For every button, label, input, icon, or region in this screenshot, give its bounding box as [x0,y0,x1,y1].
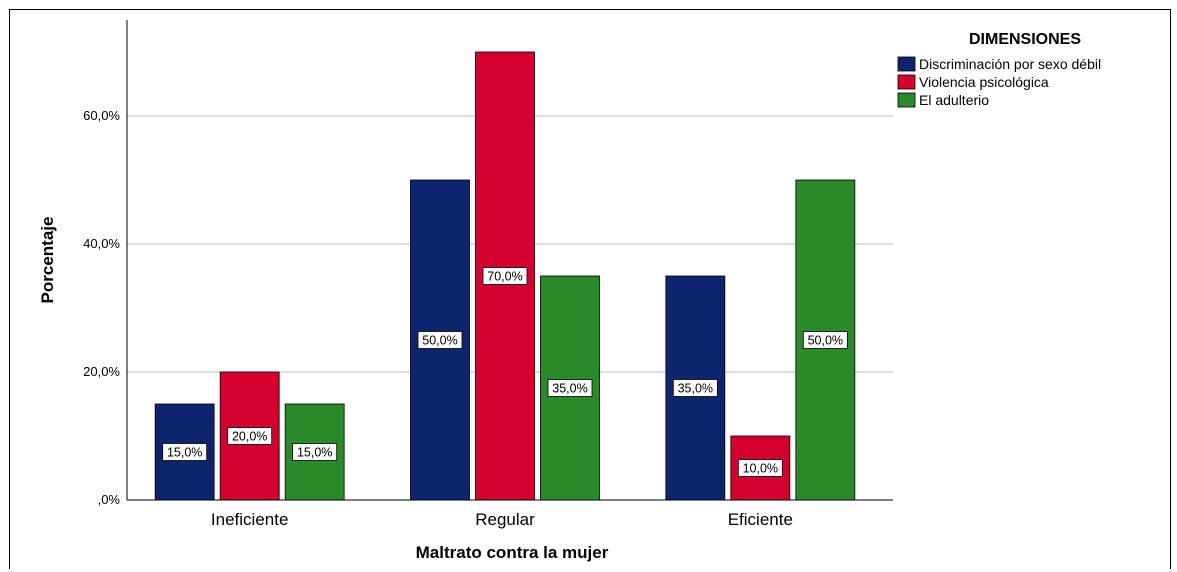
data-label: 50,0% [417,331,463,349]
data-label-text: 10,0% [743,462,778,476]
data-label-box [417,331,463,349]
x-tick-label: Eficiente [728,510,793,529]
x-tick-label: Regular [475,510,535,529]
legend-label: Violencia psicológica [919,74,1049,90]
data-labels: 15,0% 20,0% 15,0% 50,0% 70,0% 35,0% 35,0% 10,0%… [162,267,848,477]
legend-label: El adulterio [919,92,989,108]
data-label-text: 70,0% [487,270,522,284]
x-tick-labels: Ineficiente Regular Eficiente [211,510,793,529]
data-label: 15,0% [292,443,338,461]
data-label-box [162,443,208,461]
data-label-text: 20,0% [232,430,267,444]
data-label-box [227,427,273,445]
data-label-text: 35,0% [678,382,713,396]
legend-item: El adulterio [897,92,989,108]
data-label-text: 15,0% [297,446,332,460]
legend-swatch [897,74,916,90]
axes [126,20,893,501]
y-tick-label: 20,0% [83,364,120,379]
data-label-text: 15,0% [167,446,202,460]
data-label: 15,0% [162,443,208,461]
data-label-box [482,267,528,285]
y-tick-labels: ,0% 20,0% 40,0% 60,0% [83,108,120,507]
legend-label: Discriminación por sexo débil [919,56,1101,72]
legend-swatch [897,56,916,72]
y-tick-label: 40,0% [83,236,120,251]
y-tick-label: ,0% [98,492,121,507]
data-label-box [802,331,848,349]
data-label: 20,0% [227,427,273,445]
data-label-box [292,443,338,461]
legend-item: Violencia psicológica [897,74,1049,90]
data-label: 35,0% [672,379,718,397]
data-label-box [672,379,718,397]
data-label-box [547,379,593,397]
x-tick-label: Ineficiente [211,510,289,529]
data-label: 35,0% [547,379,593,397]
x-axis-title: Maltrato contra la mujer [416,543,609,562]
data-label: 10,0% [737,459,783,477]
legend: DIMENSIONES Discriminación por sexo débi… [897,31,1101,108]
legend-swatch [897,92,916,108]
y-tick-label: 60,0% [83,108,120,123]
data-label: 50,0% [802,331,848,349]
y-axis-title: Porcentaje [38,217,57,304]
data-label-text: 50,0% [422,334,457,348]
legend-title: DIMENSIONES [969,31,1081,48]
data-label-text: 50,0% [808,334,843,348]
legend-items: Discriminación por sexo débil Violencia p… [897,56,1101,108]
legend-item: Discriminación por sexo débil [897,56,1101,72]
data-label: 70,0% [482,267,528,285]
data-label-box [737,459,783,477]
data-label-text: 35,0% [552,382,587,396]
